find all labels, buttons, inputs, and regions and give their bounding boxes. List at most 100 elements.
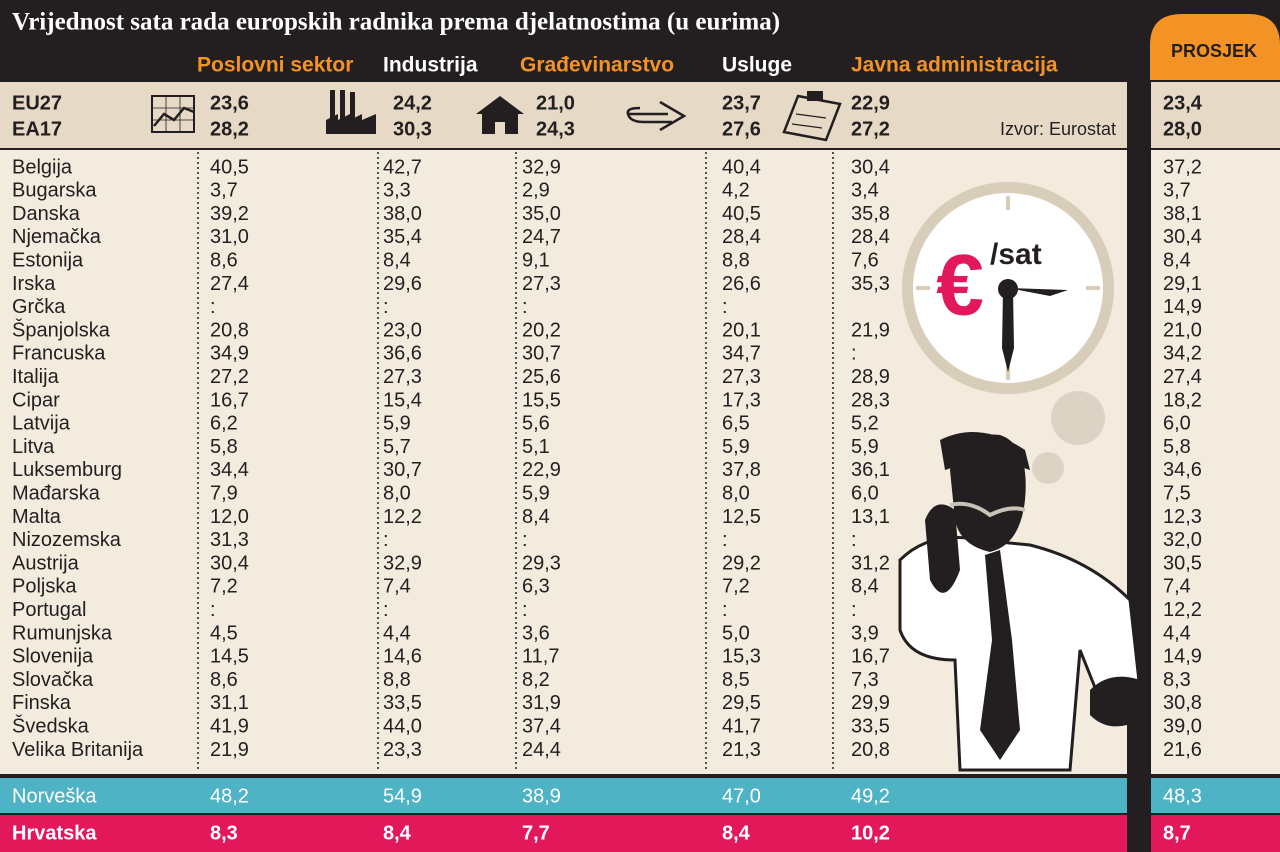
cell-value: 14,5 — [210, 646, 249, 668]
highlight-row — [0, 778, 1127, 813]
cell-value: 44,0 — [383, 715, 422, 737]
row-average: 12,2 — [1163, 599, 1202, 621]
cell-value: 17,3 — [722, 389, 761, 411]
column-header: Industrija — [383, 54, 478, 77]
country: Španjolska — [12, 318, 111, 341]
highlight-country: Norveška — [12, 785, 97, 807]
cell-value: 36,1 — [851, 459, 890, 481]
cell-value: 6,2 — [210, 413, 238, 435]
cell-value: 20,8 — [210, 319, 249, 341]
highlight-value: 54,9 — [383, 785, 422, 807]
clock: € /sat — [902, 182, 1114, 394]
icons — [151, 90, 842, 142]
cell-value: 22,9 — [522, 459, 561, 481]
country: Belgija — [12, 156, 73, 178]
summary-value: 24,2 — [393, 92, 432, 114]
cell-value: 33,5 — [383, 692, 422, 714]
cell-value: 37,8 — [722, 459, 761, 481]
cell-value: 7,9 — [210, 482, 238, 504]
summary-value: 30,3 — [393, 118, 432, 140]
row-average: 34,2 — [1163, 343, 1202, 365]
cell-value: 12,2 — [383, 506, 422, 528]
cell-value: 5,0 — [722, 622, 750, 644]
cell-value: 34,4 — [210, 459, 249, 481]
country: Danska — [12, 203, 81, 225]
source: Izvor: Eurostat — [1000, 119, 1116, 139]
summary-value: 27,6 — [722, 118, 761, 140]
cell-value: 41,7 — [722, 715, 761, 737]
cell-value: : — [210, 296, 216, 318]
cell-value: 34,9 — [210, 343, 249, 365]
cell-value: : — [383, 529, 389, 551]
clock-symbol: € — [936, 238, 984, 334]
summary-value: 24,3 — [536, 118, 575, 140]
summary-average: 23,4 — [1163, 92, 1203, 114]
row-average: 8,4 — [1163, 249, 1191, 271]
cell-value: 32,9 — [383, 552, 422, 574]
summary-value: 21,0 — [536, 92, 575, 114]
row-average: 8,3 — [1163, 669, 1191, 691]
summary-label: EA17 — [12, 118, 62, 140]
cell-value: 39,2 — [210, 203, 249, 225]
summary-band — [0, 82, 1127, 148]
highlight-value: 8,4 — [383, 822, 412, 844]
cell-value: 27,4 — [210, 273, 249, 295]
cell-value: 29,6 — [383, 273, 422, 295]
cell-value: 8,8 — [722, 249, 750, 271]
cell-value: 3,9 — [851, 622, 879, 644]
cell-value: 5,2 — [851, 413, 879, 435]
row-average: 4,4 — [1163, 622, 1191, 644]
cell-value: 21,3 — [722, 739, 761, 761]
cell-value: 6,3 — [522, 576, 550, 598]
row-average: 21,0 — [1163, 319, 1202, 341]
cell-value: 8,0 — [383, 482, 411, 504]
highlight-value: 10,2 — [851, 822, 890, 844]
clock-center — [998, 279, 1018, 299]
cell-value: : — [383, 296, 389, 318]
cell-value: 24,7 — [522, 226, 561, 248]
cell-value: 40,5 — [722, 203, 761, 225]
cell-value: 5,9 — [722, 436, 750, 458]
cell-value: 40,4 — [722, 156, 761, 178]
row-average: 18,2 — [1163, 389, 1202, 411]
cell-value: 21,9 — [210, 739, 249, 761]
cell-value: : — [722, 529, 728, 551]
summary-label: EU27 — [12, 92, 62, 114]
cell-value: 27,2 — [210, 366, 249, 388]
cell-value: 5,6 — [522, 413, 550, 435]
cell-value: 20,1 — [722, 319, 761, 341]
cell-value: 31,0 — [210, 226, 249, 248]
country: Velika Britanija — [12, 739, 144, 761]
average-divider — [1127, 80, 1151, 852]
cell-value: 4,4 — [383, 622, 411, 644]
house-icon — [476, 96, 524, 134]
column-header: Poslovni sektor — [197, 54, 353, 77]
cell-value: 30,4 — [851, 156, 890, 178]
cell-value: 12,5 — [722, 506, 761, 528]
country: Portugal — [12, 599, 87, 621]
cell-value: 4,5 — [210, 622, 238, 644]
cell-value: 3,6 — [522, 622, 550, 644]
cell-value: : — [851, 599, 857, 621]
highlight-row — [0, 815, 1127, 852]
cell-value: : — [851, 529, 857, 551]
cell-value: 23,3 — [383, 739, 422, 761]
cell-value: 33,5 — [851, 715, 890, 737]
cell-value: 28,4 — [722, 226, 761, 248]
cell-value: 12,0 — [210, 506, 249, 528]
cell-value: 8,6 — [210, 669, 238, 691]
cell-value: 30,7 — [522, 343, 561, 365]
column-header: Javna administracija — [851, 54, 1058, 77]
row-average: 37,2 — [1163, 156, 1202, 178]
row-average: 12,3 — [1163, 506, 1202, 528]
cell-value: : — [722, 296, 728, 318]
column-header: Usluge — [722, 54, 792, 77]
summary-value: 23,7 — [722, 92, 761, 114]
cell-value: 7,3 — [851, 669, 879, 691]
country: Latvija — [12, 413, 71, 435]
cell-value: : — [383, 599, 389, 621]
cell-value: 35,3 — [851, 273, 890, 295]
cell-value: 35,4 — [383, 226, 422, 248]
cell-value: 25,6 — [522, 366, 561, 388]
